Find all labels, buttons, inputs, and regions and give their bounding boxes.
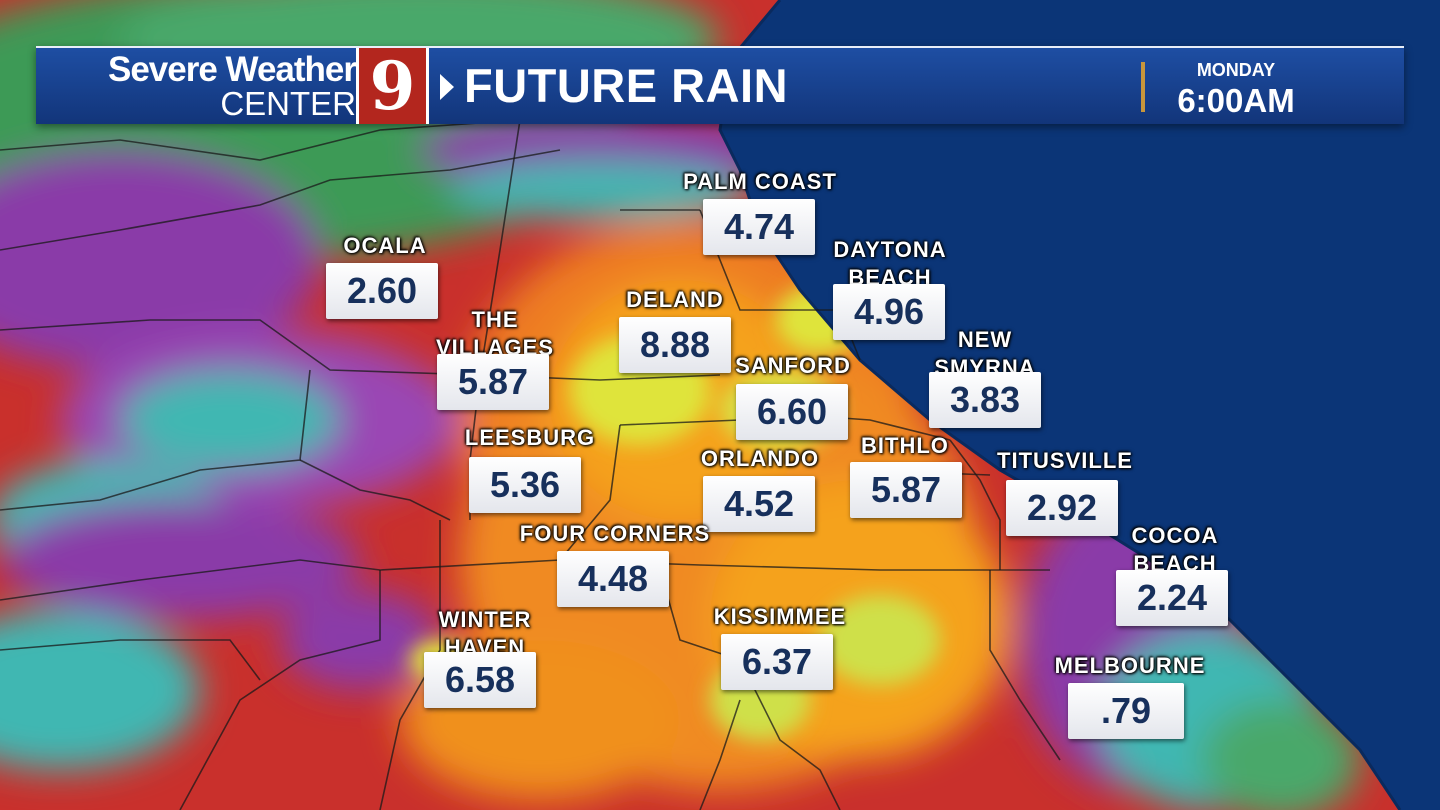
rain-total: 6.58 (424, 652, 536, 708)
city-name: ORLANDO (700, 446, 820, 471)
rain-total: 2.92 (1006, 480, 1118, 536)
channel-logo: 9 (356, 48, 429, 124)
city-name: BITHLO (861, 433, 949, 458)
city-name: PALM COAST (683, 169, 837, 194)
rain-total: 4.96 (833, 284, 945, 340)
city-name: MELBOURNE (1054, 653, 1206, 678)
page-title: FUTURE RAIN (464, 59, 789, 112)
brand-line1: Severe Weather (107, 50, 357, 89)
city-name: TITUSVILLE (997, 448, 1133, 473)
header-banner: Severe Weather CENTER 9 FUTURE RAIN MOND… (36, 46, 1404, 124)
brand-line2: CENTER (220, 85, 356, 122)
rain-total: 2.60 (326, 263, 438, 319)
rain-total: 4.48 (557, 551, 669, 607)
city-name: WINTER HAVEN (438, 607, 532, 660)
rain-total: 6.37 (721, 634, 833, 690)
city-name: FOUR CORNERS (519, 521, 711, 546)
city-name: SANFORD (735, 353, 851, 378)
play-arrow-icon (440, 74, 454, 100)
rain-total: 5.36 (469, 457, 581, 513)
forecast-day: MONDAY (1196, 60, 1276, 80)
forecast-time: 6:00AM (1177, 82, 1295, 119)
rain-total: 5.87 (850, 462, 962, 518)
rain-total: 3.83 (929, 372, 1041, 428)
city-name: DELAND (626, 287, 724, 312)
rain-total: 4.52 (703, 476, 815, 532)
rain-total: .79 (1068, 683, 1184, 739)
rain-total: 5.87 (437, 354, 549, 410)
brand-wordmark: Severe Weather CENTER (44, 50, 357, 122)
rain-total: 2.24 (1116, 570, 1228, 626)
divider (1141, 62, 1145, 112)
rain-total: 6.60 (736, 384, 848, 440)
rain-total: 8.88 (619, 317, 731, 373)
city-name: KISSIMMEE (713, 604, 847, 629)
rain-total: 4.74 (703, 199, 815, 255)
city-name: LEESBURG (464, 425, 596, 450)
city-name: OCALA (343, 233, 427, 258)
channel-number: 9 (369, 47, 416, 125)
